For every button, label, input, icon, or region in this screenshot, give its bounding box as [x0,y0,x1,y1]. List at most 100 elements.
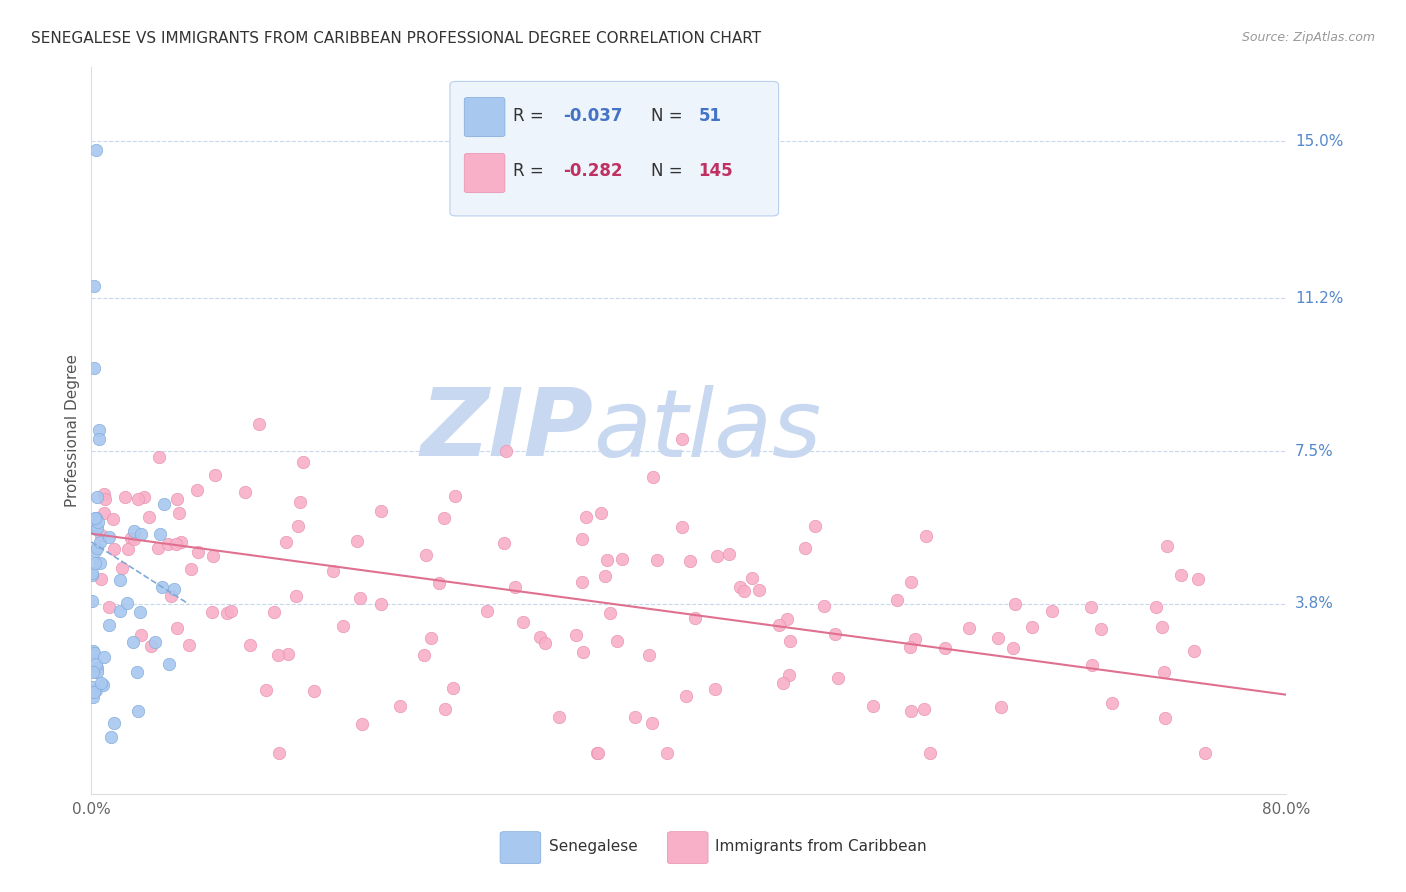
Point [641,716,664,731]
Point [163,582,186,596]
Point [201,549,224,563]
Point [1090,623,1112,637]
Point [671,432,693,446]
Point [291,455,314,469]
Point [645,553,668,567]
Point [990,699,1012,714]
Point [129,605,152,619]
Point [97,599,120,614]
Text: 3.8%: 3.8% [1295,597,1334,611]
Point [263,605,285,619]
Point [179,639,201,653]
Text: 51: 51 [699,107,721,126]
Point [1146,600,1168,615]
Point [233,485,256,500]
Point [267,746,290,760]
Point [80,566,103,581]
Point [98,618,121,632]
Point [529,630,551,644]
Point [86,661,108,675]
Point [571,574,593,589]
Y-axis label: Professional Degree: Professional Degree [65,354,80,507]
Point [1081,658,1104,673]
Text: Source: ZipAtlas.com: Source: ZipAtlas.com [1241,31,1375,45]
Point [89,534,111,549]
Point [180,562,202,576]
Point [1080,600,1102,615]
Point [717,547,740,561]
Point [159,589,181,603]
Point [413,648,436,663]
Point [170,535,193,549]
Point [83,278,105,293]
Point [1154,711,1177,725]
Point [84,143,107,157]
Point [434,702,457,716]
Point [679,554,702,568]
Point [900,575,922,590]
Point [352,717,374,731]
Text: -0.282: -0.282 [564,161,623,180]
Point [733,584,755,599]
Point [704,681,727,696]
Point [427,575,450,590]
Point [148,450,170,464]
Point [586,746,609,760]
Point [1187,572,1209,586]
Point [129,527,152,541]
Point [219,604,242,618]
Point [90,676,112,690]
FancyBboxPatch shape [668,831,709,863]
Point [586,746,609,760]
Text: R =: R = [513,107,544,126]
Point [83,556,105,570]
Text: ZIP: ZIP [420,384,593,476]
Point [779,633,801,648]
Point [904,632,927,646]
Point [443,489,465,503]
Point [441,681,464,695]
Point [612,552,634,566]
Point [122,532,145,546]
Point [276,535,298,549]
Point [80,593,103,607]
Point [90,528,112,542]
Point [288,495,311,509]
Point [247,417,270,431]
Point [91,677,114,691]
Point [420,631,443,645]
Text: 15.0%: 15.0% [1295,134,1343,149]
Point [80,681,103,695]
Point [150,580,173,594]
Text: Immigrants from Caribbean: Immigrants from Caribbean [716,839,927,855]
Point [87,432,110,446]
Point [1101,696,1123,710]
Point [599,606,621,620]
Text: 11.2%: 11.2% [1295,291,1343,306]
Point [675,689,697,703]
Point [94,492,117,507]
Point [267,648,290,662]
Point [638,648,661,662]
Point [187,545,209,559]
Point [87,515,110,529]
Point [547,710,569,724]
Point [82,568,104,582]
Point [589,506,612,520]
Point [132,490,155,504]
Point [101,512,124,526]
Point [149,527,172,541]
Point [285,589,308,603]
Point [287,519,309,533]
FancyBboxPatch shape [450,81,779,216]
Point [89,556,111,570]
Point [127,704,149,718]
Point [776,612,799,626]
Text: R =: R = [513,161,544,180]
Point [165,537,187,551]
Point [957,622,980,636]
Text: -0.037: -0.037 [564,107,623,126]
Point [93,649,115,664]
Point [82,665,104,679]
Point [186,483,208,498]
